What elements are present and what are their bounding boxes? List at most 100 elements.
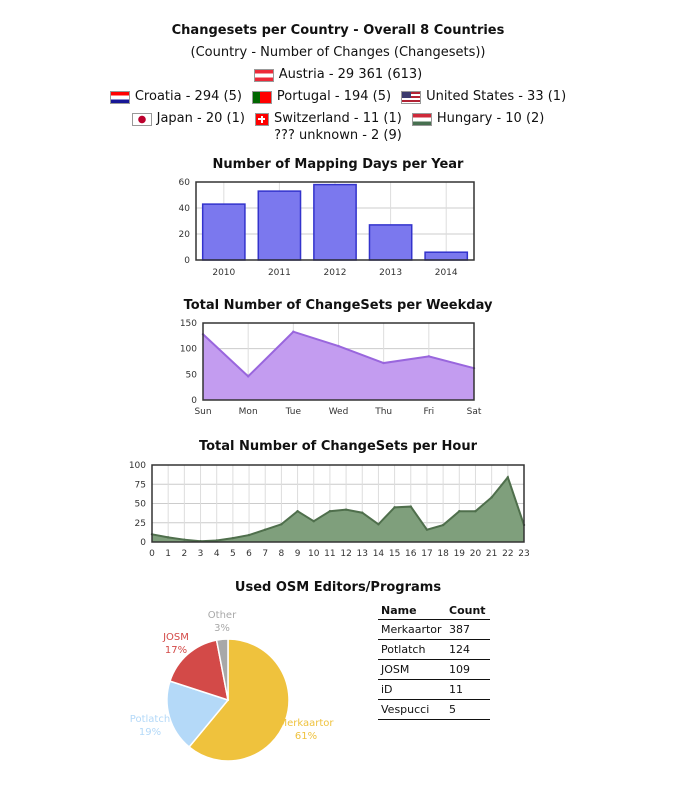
data-point bbox=[427, 355, 431, 358]
x-tick-label: Wed bbox=[329, 407, 349, 417]
x-tick-label: 18 bbox=[437, 549, 449, 559]
pie-label-pct: 19% bbox=[139, 727, 161, 738]
country-usa: United States - 33 (1) bbox=[401, 86, 566, 108]
data-point bbox=[337, 344, 340, 348]
table-row: JOSM 109 bbox=[378, 659, 490, 680]
table-cell-name: Vespucci bbox=[378, 699, 446, 720]
austria-flag-icon bbox=[253, 68, 274, 82]
table-cell-name: iD bbox=[378, 679, 446, 700]
table-cell-count: 109 bbox=[446, 659, 490, 680]
editors-table: Name Count Merkaartor 387 Potlatch 124 J… bbox=[378, 602, 490, 720]
data-point bbox=[474, 510, 477, 513]
country-label: Austria - 29 361 (613) bbox=[278, 67, 423, 82]
x-tick-label: 7 bbox=[262, 549, 268, 559]
pie-label-pct: 17% bbox=[165, 645, 187, 656]
x-tick-label: 6 bbox=[246, 549, 252, 559]
x-tick-label: 5 bbox=[230, 549, 236, 559]
table-header-name: Name bbox=[378, 602, 446, 620]
country-label: United States - 33 (1) bbox=[426, 89, 567, 104]
x-tick-label: Thu bbox=[374, 407, 392, 417]
data-point bbox=[425, 528, 429, 531]
pie-slice bbox=[166, 680, 230, 749]
x-tick-label: 15 bbox=[389, 549, 400, 559]
country-austria: Austria - 29 361 (613) bbox=[253, 64, 423, 86]
x-tick-label: 2014 bbox=[435, 268, 458, 278]
y-tick-label: 50 bbox=[135, 500, 147, 510]
y-tick-label: 25 bbox=[135, 519, 146, 529]
pie-slice bbox=[188, 638, 290, 762]
country-label: Switzerland - 11 (1) bbox=[273, 111, 402, 126]
y-tick-label: 100 bbox=[129, 461, 146, 471]
usa-flag-icon bbox=[401, 90, 422, 104]
x-tick-label: Sat bbox=[467, 407, 482, 417]
data-point bbox=[458, 510, 461, 513]
bar bbox=[368, 224, 413, 261]
x-tick-label: 23 bbox=[518, 549, 529, 559]
x-tick-label: 20 bbox=[470, 549, 482, 559]
hungary-flag-icon bbox=[411, 112, 432, 126]
table-cell-name: Potlatch bbox=[378, 639, 446, 660]
weekday-area-chart: 0 50 100 150 Sun Mon Tue Wed Thu Fri Sat bbox=[180, 319, 482, 417]
switzerland-flag-icon bbox=[254, 112, 269, 126]
y-tick-label: 75 bbox=[135, 480, 146, 490]
data-point bbox=[231, 536, 235, 540]
table-row: Vespucci 5 bbox=[378, 699, 490, 720]
data-point bbox=[312, 520, 315, 523]
x-tick-label: 11 bbox=[324, 549, 335, 559]
country-japan: Japan - 20 (1) bbox=[131, 108, 245, 130]
y-tick-label: 60 bbox=[179, 178, 191, 188]
pie-label-name: JOSM bbox=[162, 632, 189, 643]
bar bbox=[257, 190, 302, 261]
weekday-chart-title: Total Number of ChangeSets per Weekday bbox=[183, 298, 493, 313]
data-point bbox=[441, 523, 445, 527]
table-header-count: Count bbox=[446, 602, 490, 620]
table-cell-count: 387 bbox=[446, 619, 490, 640]
x-tick-label: 9 bbox=[295, 549, 301, 559]
data-point bbox=[280, 523, 283, 526]
data-point bbox=[183, 538, 186, 541]
bar bbox=[201, 203, 246, 261]
data-point bbox=[247, 533, 251, 537]
pie-slice bbox=[169, 639, 229, 702]
country-row-1: Austria - 29 361 (613) bbox=[0, 64, 676, 86]
x-tick-label: 3 bbox=[198, 549, 204, 559]
x-tick-label: 2013 bbox=[379, 268, 402, 278]
y-tick-label: 150 bbox=[180, 319, 197, 329]
editors-pie-chart: Merkaartor 61% Potlatch 19% JOSM 17% Other 3% bbox=[130, 610, 334, 762]
y-tick-label: 50 bbox=[186, 370, 198, 380]
data-point bbox=[215, 539, 218, 542]
data-point bbox=[490, 496, 493, 499]
country-label: Croatia - 294 (5) bbox=[134, 89, 242, 104]
y-tick-label: 0 bbox=[191, 396, 197, 406]
table-cell-name: Merkaartor bbox=[378, 619, 446, 640]
plot-border bbox=[195, 181, 475, 261]
x-tick-label: 2012 bbox=[324, 268, 347, 278]
table-cell-name: JOSM bbox=[378, 659, 446, 680]
data-point bbox=[264, 528, 267, 531]
table-cell-count: 11 bbox=[446, 679, 490, 700]
country-hungary: Hungary - 10 (2) bbox=[411, 108, 545, 130]
x-tick-label: 1 bbox=[165, 549, 171, 559]
japan-flag-icon bbox=[131, 112, 152, 126]
mapping-days-bar-chart: 0 20 40 60 2010 2011 2012 2013 2014 bbox=[179, 178, 475, 278]
country-summary-title: Changesets per Country - Overall 8 Count… bbox=[171, 23, 505, 38]
pie-label-name: Potlatch bbox=[130, 714, 170, 725]
country-label: Portugal - 194 (5) bbox=[276, 89, 392, 104]
x-tick-label: 14 bbox=[373, 549, 385, 559]
country-unknown: ??? unknown - 2 (9) bbox=[274, 128, 402, 143]
x-tick-label: Sun bbox=[194, 407, 211, 417]
data-point bbox=[328, 510, 332, 513]
data-point bbox=[382, 361, 385, 365]
mapping-days-chart-title: Number of Mapping Days per Year bbox=[212, 157, 464, 172]
data-point bbox=[166, 536, 170, 539]
hour-chart-title: Total Number of ChangeSets per Hour bbox=[198, 439, 478, 454]
bar bbox=[424, 251, 469, 261]
country-label: Hungary - 10 (2) bbox=[436, 111, 545, 126]
country-label: Japan - 20 (1) bbox=[156, 111, 245, 126]
data-point bbox=[296, 510, 299, 513]
data-point bbox=[409, 505, 412, 508]
x-tick-label: 10 bbox=[308, 549, 320, 559]
croatia-flag-icon bbox=[109, 90, 130, 104]
y-tick-label: 40 bbox=[179, 204, 191, 214]
area-fill bbox=[152, 477, 524, 542]
